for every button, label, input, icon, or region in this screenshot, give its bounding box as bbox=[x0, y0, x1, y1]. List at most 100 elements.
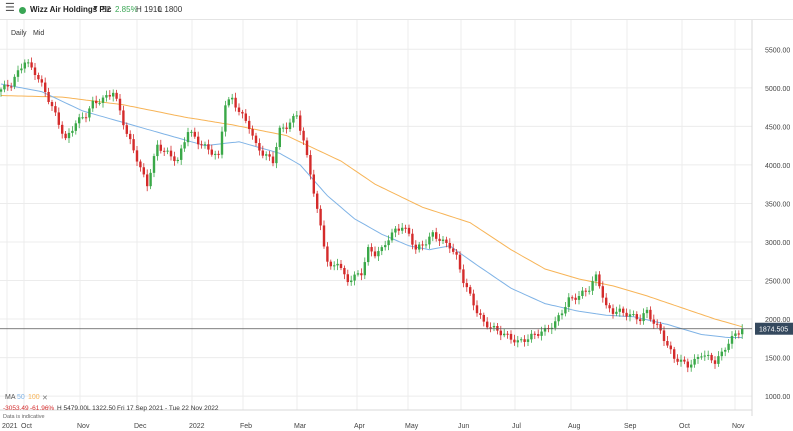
candle-body bbox=[543, 328, 547, 332]
candle-body bbox=[163, 150, 166, 152]
candle-body bbox=[13, 76, 16, 87]
candle-body bbox=[326, 246, 329, 262]
candle-body bbox=[397, 228, 400, 231]
x-tick-label: Aug bbox=[568, 423, 581, 430]
candle-body bbox=[598, 274, 601, 287]
data-note: Data is indicative bbox=[3, 414, 45, 420]
candle-body bbox=[268, 154, 271, 157]
candle-body bbox=[509, 333, 513, 340]
candle-body bbox=[71, 130, 74, 133]
candle-body bbox=[431, 232, 434, 237]
close-icon[interactable]: ✕ bbox=[42, 395, 48, 402]
candle-body bbox=[696, 357, 700, 359]
candle-body bbox=[642, 313, 645, 322]
candle-body bbox=[50, 102, 54, 107]
candle-body bbox=[132, 139, 135, 151]
candle-body bbox=[421, 244, 424, 246]
current-price-tag bbox=[755, 322, 793, 335]
candle-body bbox=[367, 247, 370, 263]
ma50-label[interactable]: 50 bbox=[17, 394, 25, 401]
candle-body bbox=[472, 293, 475, 306]
candle-body bbox=[401, 227, 404, 231]
high-value: H 1910 bbox=[136, 5, 162, 14]
candle-body bbox=[47, 91, 50, 103]
candle-body bbox=[693, 358, 696, 365]
candle-body bbox=[503, 333, 506, 336]
candle-body bbox=[662, 330, 666, 342]
candle-body bbox=[496, 326, 499, 331]
candle-body bbox=[465, 283, 468, 288]
candle-body bbox=[526, 339, 530, 342]
candle-body bbox=[564, 306, 567, 314]
candle-body bbox=[278, 127, 281, 147]
candle-body bbox=[98, 102, 101, 104]
hamburger-menu-icon[interactable]: ☰ bbox=[5, 2, 15, 14]
candle-body bbox=[673, 349, 676, 359]
candle-body bbox=[458, 254, 462, 270]
candle-body bbox=[625, 312, 628, 317]
y-tick-label: 5500.00 bbox=[765, 47, 790, 54]
candle-body bbox=[499, 330, 502, 336]
candle-body bbox=[435, 232, 438, 239]
candle-body bbox=[207, 144, 210, 150]
candle-body bbox=[520, 339, 523, 341]
candle-body bbox=[448, 242, 451, 249]
candle-body bbox=[486, 321, 489, 328]
y-tick-label: 3000.00 bbox=[765, 240, 790, 247]
candle-body bbox=[492, 326, 496, 328]
candle-body bbox=[112, 92, 115, 97]
price-type-selector[interactable]: Mid bbox=[33, 30, 45, 37]
candle-body bbox=[356, 273, 360, 275]
x-tick-label: Oct bbox=[21, 423, 32, 430]
instrument-toolbar: ☰ Wizz Air Holdings Plc ▼ 52 2.85% H 191… bbox=[0, 0, 793, 20]
candle-body bbox=[666, 341, 669, 346]
change-absolute: -3053.49 bbox=[3, 405, 29, 412]
candle-body bbox=[605, 297, 608, 306]
change-percent: 2.85% bbox=[115, 5, 138, 14]
candle-body bbox=[581, 290, 584, 297]
price-chart[interactable]: 1000.00 1500.00 2000.00 2500.00 3000.00 3500.… bbox=[0, 20, 793, 431]
candle-body bbox=[737, 333, 740, 335]
candle-body bbox=[690, 364, 693, 368]
candle-body bbox=[84, 117, 88, 119]
candle-body bbox=[632, 314, 635, 316]
candle-body bbox=[176, 159, 179, 162]
candle-body bbox=[312, 174, 315, 194]
candle-body bbox=[74, 123, 77, 131]
candle-body bbox=[452, 248, 455, 252]
candle-body bbox=[683, 359, 686, 362]
candle-body bbox=[608, 305, 611, 309]
candle-body bbox=[649, 309, 652, 320]
candle-body bbox=[537, 334, 540, 336]
candle-body bbox=[265, 154, 268, 156]
candle-body bbox=[217, 153, 220, 155]
ma100-label[interactable]: 100 bbox=[28, 394, 40, 401]
candle-body bbox=[152, 156, 156, 173]
period-low: L 1322.50 bbox=[87, 405, 116, 412]
candle-body bbox=[679, 359, 683, 362]
candle-body bbox=[343, 268, 346, 275]
candle-body bbox=[377, 251, 380, 257]
instrument-name[interactable]: Wizz Air Holdings Plc bbox=[30, 5, 112, 14]
candle-body bbox=[628, 314, 632, 317]
candle-body bbox=[700, 356, 703, 358]
candle-body bbox=[530, 333, 533, 340]
candle-body bbox=[424, 244, 428, 246]
candle-body bbox=[441, 239, 445, 241]
candle-body bbox=[384, 245, 387, 248]
instrument-dropdown-icon[interactable]: ▼ bbox=[92, 5, 99, 12]
candle-body bbox=[571, 297, 574, 299]
candle-body bbox=[506, 333, 509, 335]
candle-body bbox=[455, 251, 458, 255]
interval-selector[interactable]: Daily bbox=[11, 30, 27, 37]
candle-body bbox=[0, 89, 3, 92]
candle-body bbox=[271, 156, 275, 164]
candle-body bbox=[118, 98, 122, 111]
candle-body bbox=[101, 97, 105, 103]
candle-body bbox=[10, 86, 13, 88]
candle-body bbox=[350, 280, 353, 283]
y-tick-label: 4500.00 bbox=[765, 124, 790, 131]
candle-body bbox=[108, 95, 111, 97]
candle-body bbox=[105, 95, 108, 98]
candle-body bbox=[210, 149, 213, 155]
